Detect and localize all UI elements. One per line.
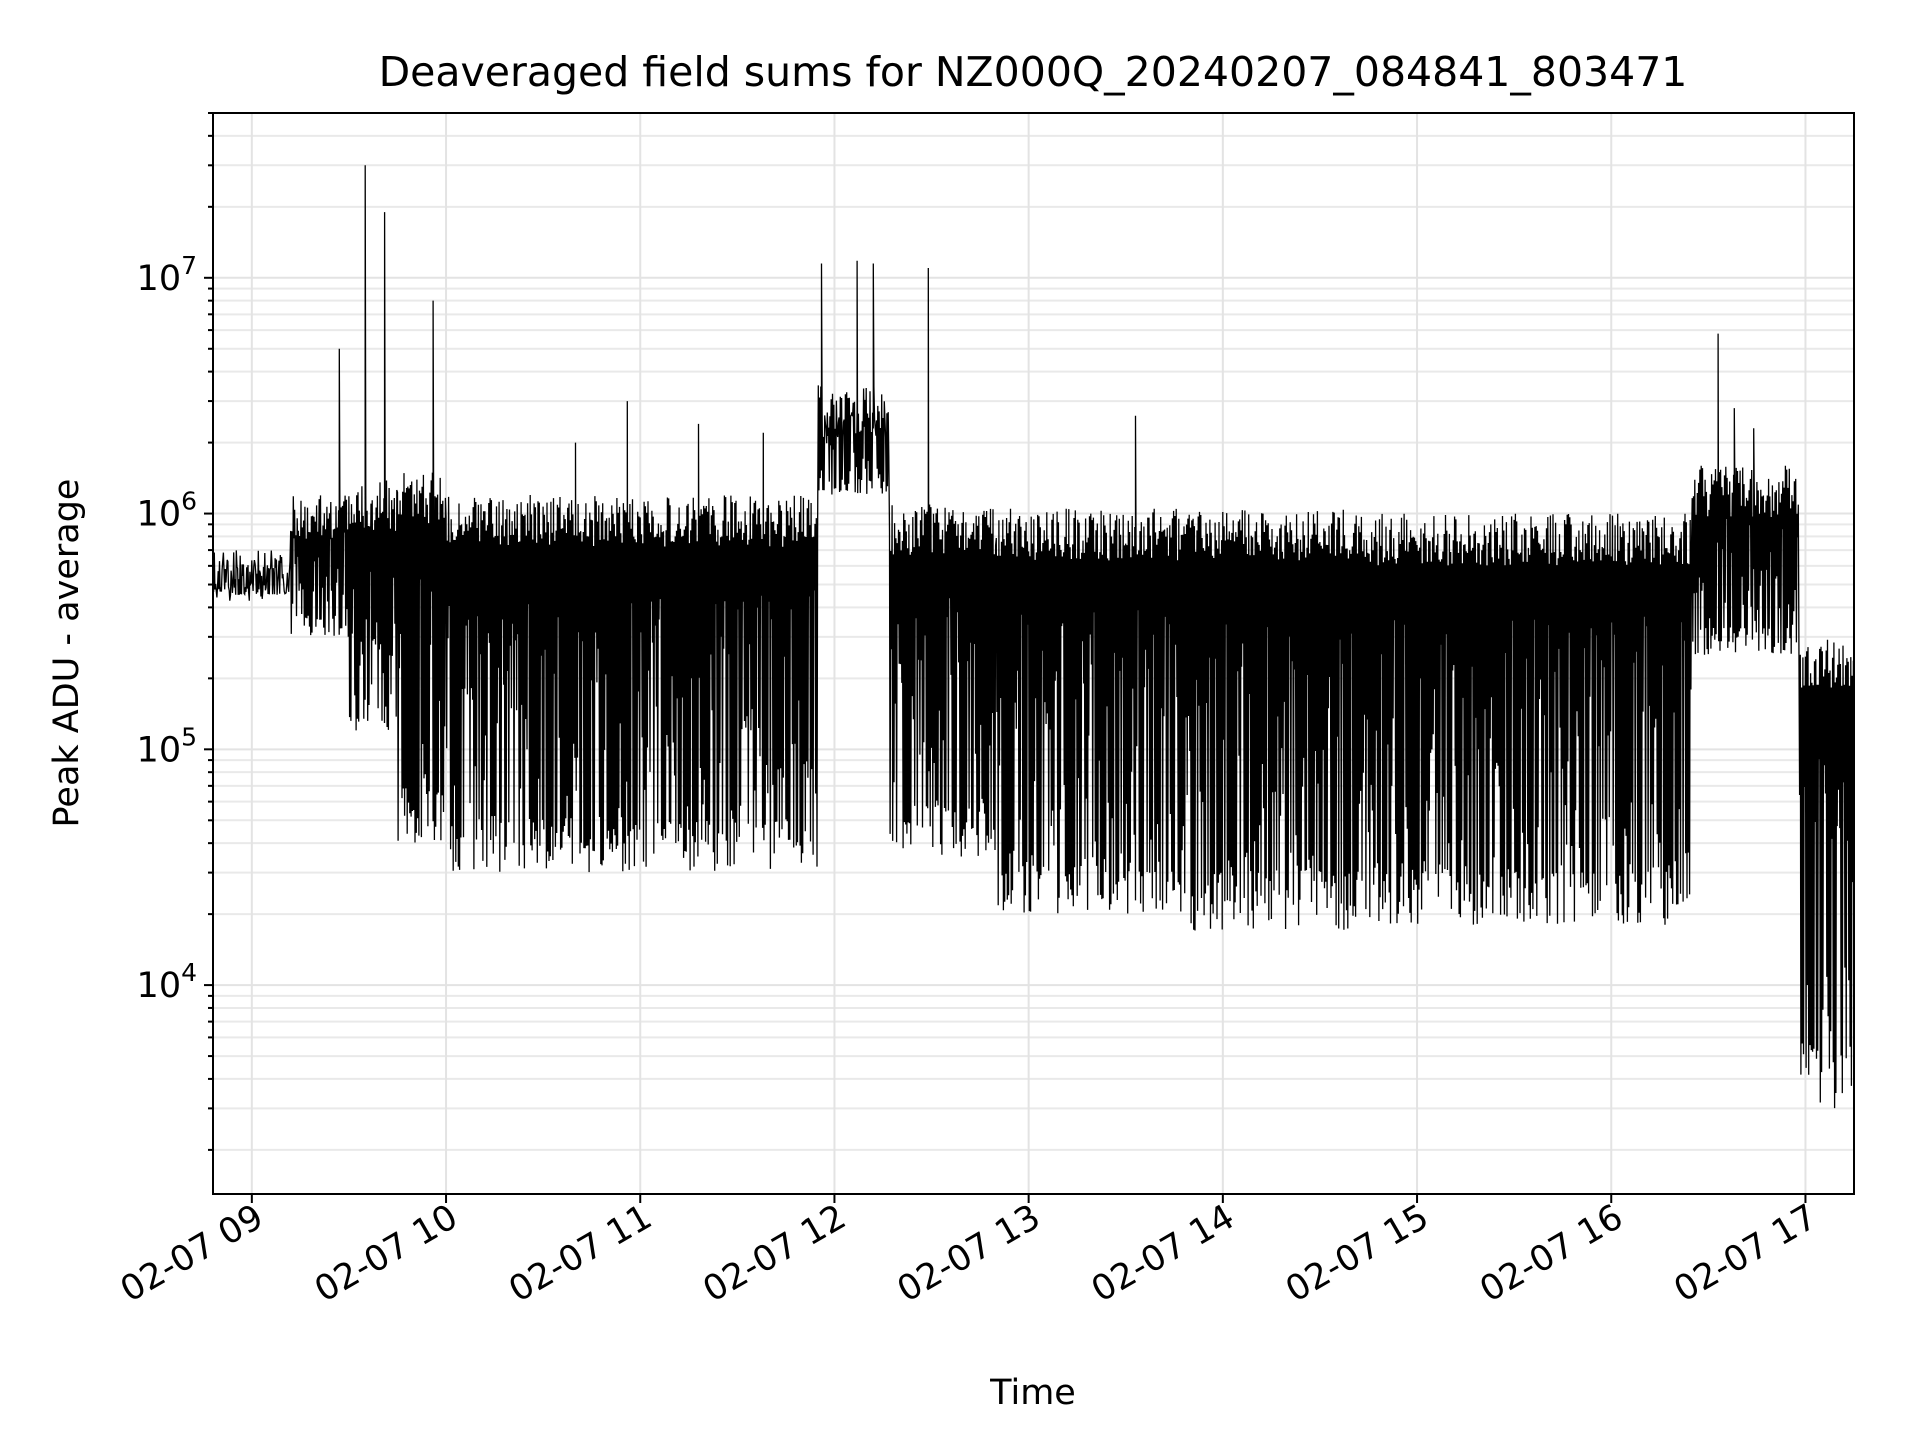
plot-frame (212, 112, 1855, 1195)
x-tick-label: 02-07 16 (1473, 1197, 1629, 1310)
x-tick-label: 02-07 09 (114, 1197, 270, 1310)
x-tick-label: 02-07 13 (891, 1197, 1047, 1310)
x-tick-label: 02-07 11 (502, 1197, 658, 1310)
y-tick-label: 106 (137, 487, 197, 535)
y-tick-label: 107 (137, 251, 197, 299)
x-tick-label: 02-07 15 (1279, 1197, 1435, 1310)
chart-title: Deaveraged field sums for NZ000Q_2024020… (379, 48, 1688, 96)
x-tick-label: 02-07 10 (308, 1197, 464, 1310)
x-axis-label: Time (989, 1373, 1076, 1413)
y-axis-label: Peak ADU - average (47, 479, 87, 828)
y-tick-label: 105 (137, 722, 197, 770)
x-tick-label: 02-07 17 (1668, 1197, 1824, 1310)
y-tick-label: 104 (137, 958, 197, 1006)
series-line (212, 165, 1855, 1109)
x-tick-label: 02-07 12 (697, 1197, 853, 1310)
x-tick-label: 02-07 14 (1085, 1197, 1241, 1310)
